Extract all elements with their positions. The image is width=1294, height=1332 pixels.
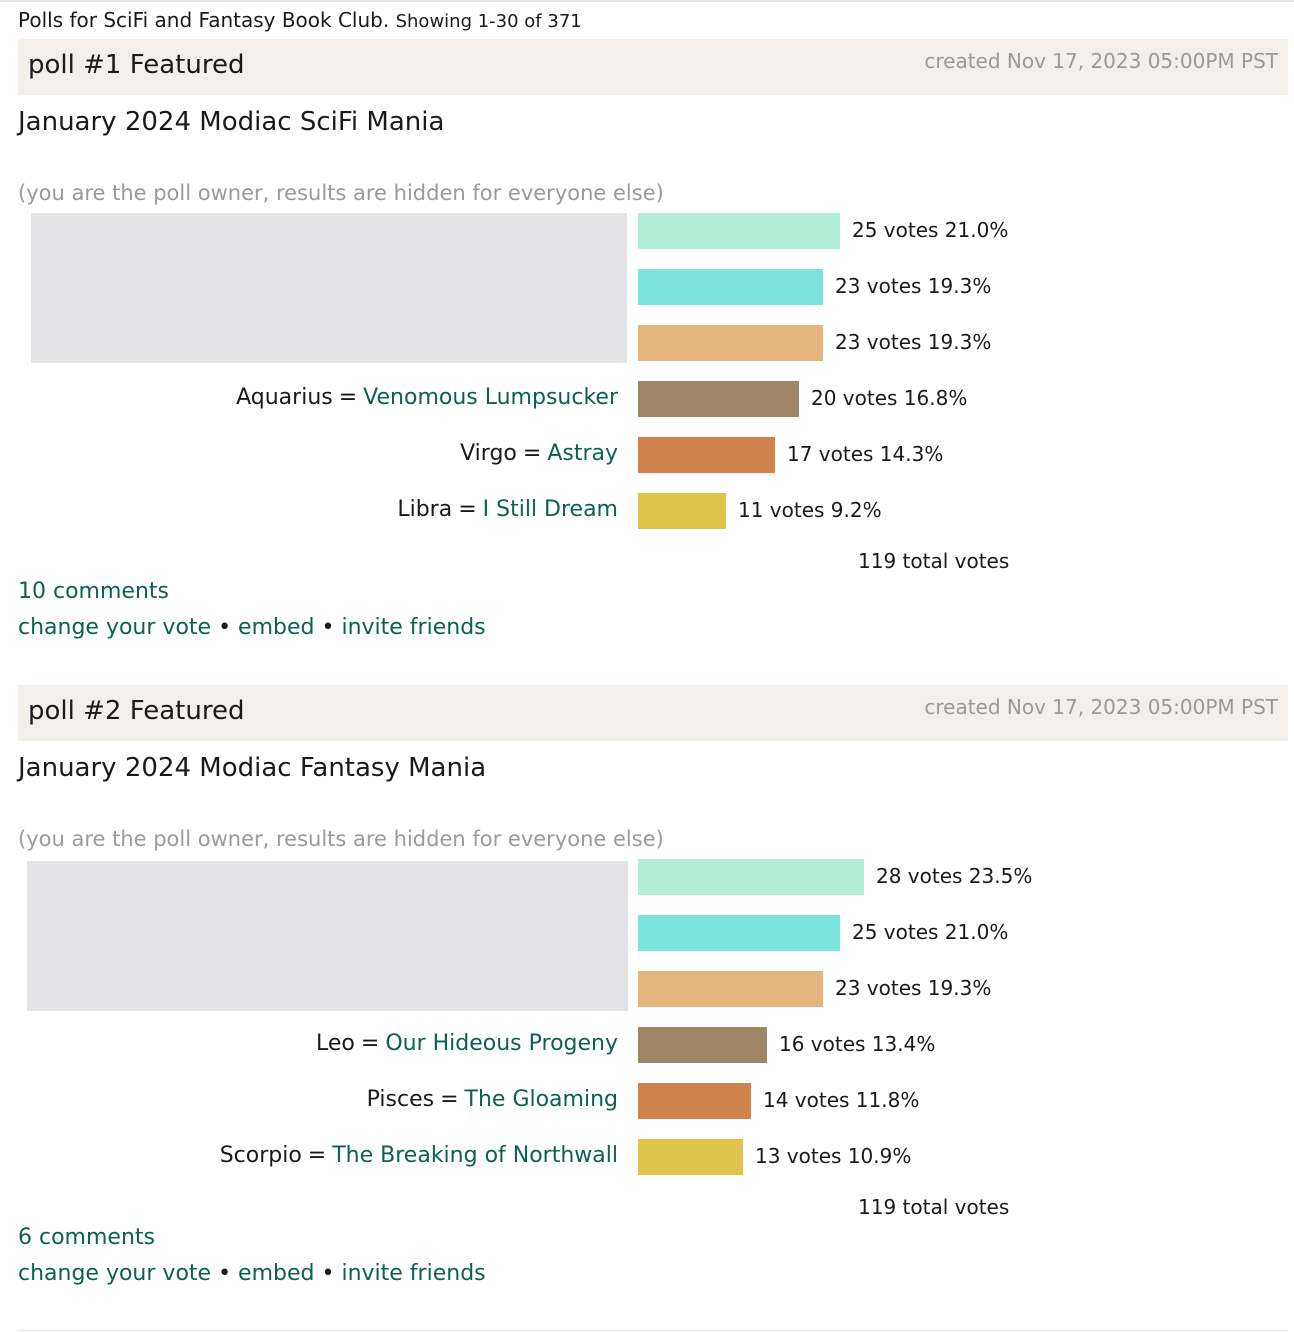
- poll-header: poll #2 Featured created Nov 17, 2023 05…: [18, 685, 1288, 741]
- vote-count: 17 votes 14.3%: [787, 442, 944, 466]
- vote-bar: [638, 269, 823, 305]
- result-row: 25 votes 21.0%: [0, 915, 1294, 951]
- comments-link[interactable]: 10 comments: [18, 579, 169, 604]
- result-row: 23 votes 19.3%: [0, 269, 1294, 305]
- owner-note: (you are the poll owner, results are hid…: [18, 181, 664, 205]
- vote-count: 28 votes 23.5%: [876, 864, 1033, 888]
- vote-count: 23 votes 19.3%: [835, 274, 992, 298]
- vote-count: 20 votes 16.8%: [811, 386, 968, 410]
- embed-link[interactable]: embed: [238, 1261, 315, 1286]
- result-row: Scorpio = The Breaking of Northwall 13 vot…: [0, 1139, 1294, 1175]
- result-row: Virgo = Astray 17 votes 14.3%: [0, 437, 1294, 473]
- vote-bar: [638, 1083, 751, 1119]
- equals-sign: =: [458, 497, 477, 522]
- poll-header: poll #1 Featured created Nov 17, 2023 05…: [18, 39, 1288, 95]
- vote-count: 23 votes 19.3%: [835, 330, 992, 354]
- choice-label: Libra = I Still Dream: [397, 497, 618, 522]
- vote-bar: [638, 493, 726, 529]
- top-divider: [0, 0, 1294, 2]
- book-link[interactable]: Astray: [547, 441, 618, 466]
- poll-label: poll #2 Featured: [28, 696, 245, 726]
- owner-note: (you are the poll owner, results are hid…: [18, 827, 664, 851]
- separator-dot: •: [321, 1261, 335, 1286]
- vote-bar: [638, 1139, 743, 1175]
- vote-count: 11 votes 9.2%: [738, 498, 882, 522]
- vote-count: 25 votes 21.0%: [852, 218, 1009, 242]
- hidden-results-placeholder: [27, 861, 628, 1011]
- total-votes: 119 total votes: [858, 1195, 1010, 1219]
- invite-friends-link[interactable]: invite friends: [341, 615, 486, 640]
- zodiac-sign: Leo: [316, 1031, 355, 1056]
- book-link[interactable]: The Gloaming: [464, 1087, 618, 1112]
- zodiac-sign: Virgo: [460, 441, 517, 466]
- result-row: Aquarius = Venomous Lumpsucker 20 votes 16…: [0, 381, 1294, 417]
- poll-label: poll #1 Featured: [28, 50, 245, 80]
- vote-count: 14 votes 11.8%: [763, 1088, 920, 1112]
- vote-bar: [638, 213, 840, 249]
- zodiac-sign: Libra: [397, 497, 453, 522]
- book-link[interactable]: The Breaking of Northwall: [332, 1143, 618, 1168]
- poll-title: January 2024 Modiac SciFi Mania: [18, 107, 445, 137]
- result-row: Leo = Our Hideous Progeny 16 votes 13.4%: [0, 1027, 1294, 1063]
- choice-label: Scorpio = The Breaking of Northwall: [220, 1143, 618, 1168]
- result-row: 28 votes 23.5%: [0, 859, 1294, 895]
- equals-sign: =: [440, 1087, 459, 1112]
- vote-bar: [638, 971, 823, 1007]
- book-link[interactable]: Our Hideous Progeny: [385, 1031, 618, 1056]
- vote-count: 13 votes 10.9%: [755, 1144, 912, 1168]
- poll-actions: change your vote • embed • invite friends: [18, 1261, 486, 1286]
- zodiac-sign: Aquarius: [236, 385, 333, 410]
- equals-sign: =: [307, 1143, 327, 1168]
- result-row: 23 votes 19.3%: [0, 971, 1294, 1007]
- zodiac-sign: Scorpio: [219, 1143, 302, 1168]
- total-votes: 119 total votes: [858, 549, 1010, 573]
- result-row: Libra = I Still Dream 11 votes 9.2%: [0, 493, 1294, 529]
- comments-link[interactable]: 6 comments: [18, 1225, 155, 1250]
- change-vote-link[interactable]: change your vote: [18, 615, 212, 640]
- poll-actions: change your vote • embed • invite friends: [18, 615, 486, 640]
- hidden-results-placeholder: [31, 213, 627, 363]
- choice-label: Pisces = The Gloaming: [367, 1087, 618, 1112]
- change-vote-link[interactable]: change your vote: [18, 1261, 212, 1286]
- vote-bar: [638, 325, 823, 361]
- result-row: 23 votes 19.3%: [0, 325, 1294, 361]
- vote-bar: [638, 915, 840, 951]
- page-title: Polls for SciFi and Fantasy Book Club.: [18, 8, 390, 32]
- vote-bar: [638, 1027, 767, 1063]
- zodiac-sign: Pisces: [366, 1087, 435, 1112]
- vote-bar: [638, 437, 775, 473]
- vote-bar: [638, 381, 799, 417]
- poll-created-date: created Nov 17, 2023 05:00PM PST: [924, 695, 1278, 719]
- page-header: Polls for SciFi and Fantasy Book Club. S…: [18, 8, 582, 32]
- invite-friends-link[interactable]: invite friends: [341, 1261, 486, 1286]
- bottom-divider: [18, 1330, 1288, 1331]
- separator-dot: •: [218, 1261, 232, 1286]
- vote-count: 25 votes 21.0%: [852, 920, 1009, 944]
- choice-label: Aquarius = Venomous Lumpsucker: [236, 385, 618, 410]
- vote-count: 23 votes 19.3%: [835, 976, 992, 1000]
- embed-link[interactable]: embed: [238, 615, 315, 640]
- equals-sign: =: [338, 385, 358, 410]
- result-row: 25 votes 21.0%: [0, 213, 1294, 249]
- poll-created-date: created Nov 17, 2023 05:00PM PST: [924, 49, 1278, 73]
- choice-label: Virgo = Astray: [460, 441, 618, 466]
- pagination-summary: Showing 1-30 of 371: [395, 11, 582, 32]
- separator-dot: •: [218, 615, 232, 640]
- choice-label: Leo = Our Hideous Progeny: [316, 1031, 618, 1056]
- vote-bar: [638, 859, 864, 895]
- poll-title: January 2024 Modiac Fantasy Mania: [18, 753, 487, 783]
- book-link[interactable]: Venomous Lumpsucker: [363, 385, 618, 410]
- book-link[interactable]: I Still Dream: [482, 497, 618, 522]
- equals-sign: =: [360, 1031, 380, 1056]
- vote-count: 16 votes 13.4%: [779, 1032, 936, 1056]
- result-row: Pisces = The Gloaming 14 votes 11.8%: [0, 1083, 1294, 1119]
- equals-sign: =: [522, 441, 542, 466]
- separator-dot: •: [321, 615, 335, 640]
